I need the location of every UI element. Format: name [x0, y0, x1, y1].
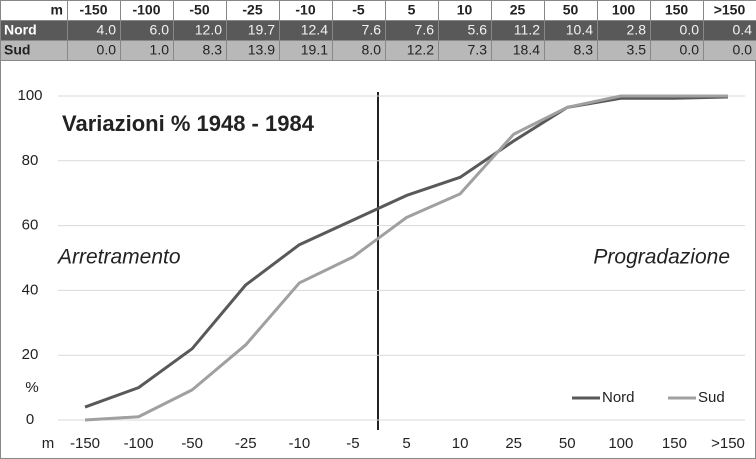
table-value: 7.3: [468, 42, 488, 58]
column-header: m: [51, 2, 63, 18]
table-value: 0.0: [680, 22, 700, 38]
y-tick-label: 100: [17, 87, 42, 104]
table-value: 12.2: [407, 42, 434, 58]
column-header: 10: [457, 2, 473, 18]
table-value: 3.5: [627, 42, 647, 58]
table-value: 10.4: [566, 22, 593, 38]
table-value: 7.6: [415, 22, 435, 38]
column-header: 150: [665, 2, 689, 18]
annotation: Arretramento: [56, 246, 181, 269]
table-value: 13.9: [248, 42, 275, 58]
table-value: 8.3: [203, 42, 223, 58]
table-value: 7.6: [362, 22, 382, 38]
series-line: [84, 95, 729, 409]
column-header: -25: [242, 2, 262, 18]
y-tick-label: 60: [22, 217, 39, 234]
table-value: 0.0: [733, 42, 753, 58]
legend-label: Nord: [602, 389, 635, 406]
table-value: 4.0: [97, 22, 117, 38]
x-tick-label: -5: [346, 435, 359, 452]
table-value: 19.1: [301, 42, 328, 58]
table-value: 0.4: [733, 22, 753, 38]
row-header: Sud: [4, 42, 30, 58]
table-value: 12.0: [195, 22, 222, 38]
x-tick-label: 25: [505, 435, 522, 452]
x-tick-label: 100: [608, 435, 633, 452]
column-header: 5: [408, 2, 416, 18]
table-value: 18.4: [513, 42, 540, 58]
x-axis-label: m: [42, 435, 55, 452]
x-tick-label: -25: [235, 435, 257, 452]
chart-title: Variazioni % 1948 - 1984: [62, 111, 315, 136]
table-value: 12.4: [301, 22, 328, 38]
table-value: 2.8: [627, 22, 647, 38]
column-header: -10: [295, 2, 315, 18]
column-header: 25: [510, 2, 526, 18]
column-header: 50: [563, 2, 579, 18]
table-value: 6.0: [150, 22, 170, 38]
column-header: -5: [352, 2, 365, 18]
column-header: >150: [714, 2, 746, 18]
table-value: 0.0: [680, 42, 700, 58]
column-header: -150: [79, 2, 107, 18]
x-tick-label: 150: [662, 435, 687, 452]
x-tick-label: >150: [711, 435, 745, 452]
table-cell: [703, 40, 756, 61]
x-tick-label: -100: [124, 435, 154, 452]
x-tick-label: 5: [402, 435, 410, 452]
column-header: 100: [612, 2, 636, 18]
y-tick-label: 40: [22, 281, 39, 298]
x-tick-label: 50: [559, 435, 576, 452]
y-axis-label: %: [25, 379, 38, 396]
table-value: 19.7: [248, 22, 275, 38]
y-tick-label: 80: [22, 152, 39, 169]
table-value: 8.0: [362, 42, 382, 58]
table-value: 5.6: [468, 22, 488, 38]
series-line: [84, 94, 728, 422]
legend-label: Sud: [698, 389, 725, 406]
annotation: Progradazione: [593, 246, 730, 269]
column-header: -50: [189, 2, 209, 18]
table-value: 1.0: [150, 42, 170, 58]
x-tick-label: -10: [288, 435, 310, 452]
y-tick-label: 0: [26, 411, 34, 428]
x-tick-label: -50: [181, 435, 203, 452]
y-tick-label: 20: [22, 346, 39, 363]
x-tick-label: -150: [70, 435, 100, 452]
x-tick-label: 10: [452, 435, 469, 452]
column-header: -100: [132, 2, 160, 18]
table-value: 8.3: [574, 42, 594, 58]
row-header: Nord: [4, 22, 37, 38]
table-value: 11.2: [514, 22, 540, 38]
table-value: 0.0: [97, 42, 117, 58]
